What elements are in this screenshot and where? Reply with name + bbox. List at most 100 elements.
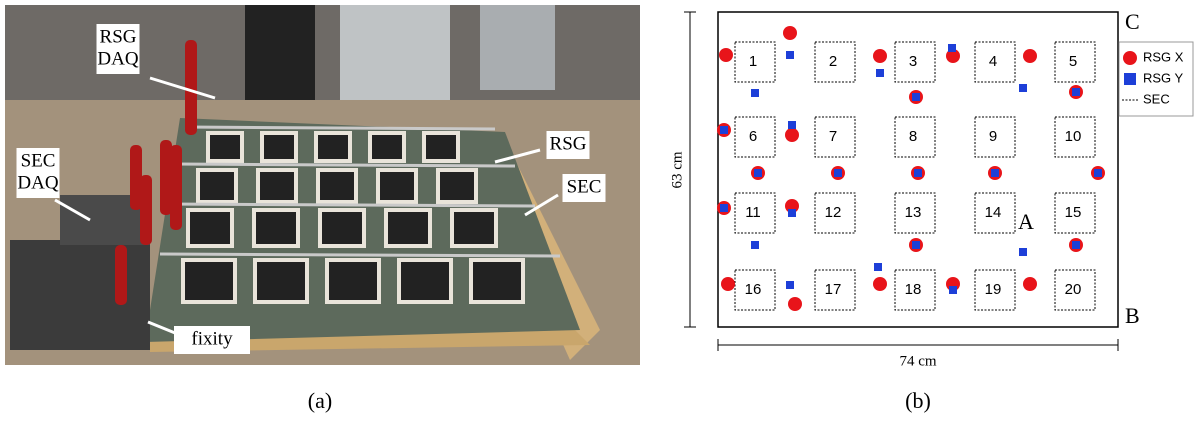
sensor-square bbox=[426, 135, 456, 159]
sensor-square bbox=[440, 172, 474, 200]
sensor-square bbox=[388, 212, 428, 244]
sensor-square bbox=[185, 262, 233, 300]
sensor-number: 20 bbox=[1065, 281, 1082, 298]
legend-label: RSG Y bbox=[1143, 70, 1184, 85]
rsg-y bbox=[1019, 248, 1027, 256]
rsg-x bbox=[783, 26, 797, 40]
sensor-square bbox=[380, 172, 414, 200]
legend-label: RSG X bbox=[1143, 49, 1184, 64]
rsg-y bbox=[720, 204, 728, 212]
caption: (a) bbox=[308, 388, 332, 413]
rsg-x bbox=[785, 128, 799, 142]
sensor-square bbox=[372, 135, 402, 159]
corner-label: A bbox=[1018, 209, 1034, 234]
sensor-number: 13 bbox=[905, 204, 922, 221]
rsg-x bbox=[1023, 49, 1037, 63]
rsg-y bbox=[788, 121, 796, 129]
rsg-y bbox=[720, 126, 728, 134]
rsg-y bbox=[786, 51, 794, 59]
sensor-number: 19 bbox=[985, 281, 1002, 298]
sensor-square bbox=[320, 172, 354, 200]
rsg-y bbox=[1072, 241, 1080, 249]
rsg-y bbox=[754, 169, 762, 177]
legend-symbol bbox=[1123, 51, 1137, 65]
rsg-x bbox=[721, 277, 735, 291]
rsg-y bbox=[1072, 88, 1080, 96]
rsg-y bbox=[751, 241, 759, 249]
sensor-square bbox=[260, 172, 294, 200]
rsg-y bbox=[912, 93, 920, 101]
sensor-square bbox=[401, 262, 449, 300]
cable bbox=[165, 204, 535, 206]
monitor bbox=[340, 5, 450, 100]
corner-label: C bbox=[1125, 9, 1140, 34]
rsg-y bbox=[948, 44, 956, 52]
photo-label: fixity bbox=[191, 328, 233, 349]
rsg-y bbox=[914, 169, 922, 177]
rsg-y bbox=[751, 89, 759, 97]
photo-label: SEC bbox=[567, 176, 602, 197]
sensor-number: 16 bbox=[745, 281, 762, 298]
sensor-square bbox=[454, 212, 494, 244]
rsg-x bbox=[788, 297, 802, 311]
clamp bbox=[130, 145, 142, 210]
sensor-number: 4 bbox=[989, 53, 997, 70]
legend: RSG X RSG Y SEC bbox=[1119, 42, 1193, 116]
cable bbox=[175, 164, 515, 166]
photo-label: DAQ bbox=[17, 172, 58, 193]
photo-label: RSG bbox=[100, 26, 137, 47]
sensor-number: 8 bbox=[909, 128, 917, 145]
rsg-y bbox=[1094, 169, 1102, 177]
sensor-square bbox=[264, 135, 294, 159]
monitor bbox=[480, 5, 555, 90]
sensor-number: 10 bbox=[1065, 128, 1082, 145]
sensor-square bbox=[256, 212, 296, 244]
sensor-square bbox=[190, 212, 230, 244]
sensor-square bbox=[329, 262, 377, 300]
sensor-number: 9 bbox=[989, 128, 997, 145]
rsg-y bbox=[788, 209, 796, 217]
rsg-y bbox=[834, 169, 842, 177]
sensor-number: 15 bbox=[1065, 204, 1082, 221]
sensor-square bbox=[200, 172, 234, 200]
rsg-x bbox=[873, 277, 887, 291]
sensor-square bbox=[318, 135, 348, 159]
rsg-x bbox=[719, 48, 733, 62]
height-label: 63 cm bbox=[669, 151, 685, 188]
clamp-base bbox=[10, 240, 150, 350]
cable bbox=[185, 127, 495, 129]
photo-label: DAQ bbox=[97, 48, 138, 69]
rsg-y bbox=[912, 241, 920, 249]
sensor-square bbox=[322, 212, 362, 244]
sensor-number: 2 bbox=[829, 53, 837, 70]
width-label: 74 cm bbox=[899, 353, 936, 369]
clamp bbox=[185, 40, 197, 135]
clamp bbox=[160, 140, 172, 215]
sensor-number: 5 bbox=[1069, 53, 1077, 70]
legend-label: SEC bbox=[1143, 91, 1170, 106]
sensor-square bbox=[257, 262, 305, 300]
clamp bbox=[115, 245, 127, 305]
sensor-number: 11 bbox=[745, 204, 761, 221]
computer bbox=[245, 5, 315, 100]
sensor-square bbox=[473, 262, 521, 300]
sensor-number: 3 bbox=[909, 53, 917, 70]
photo-label: RSG bbox=[550, 133, 587, 154]
rsg-y bbox=[876, 69, 884, 77]
sensor-number: 1 bbox=[749, 53, 757, 70]
sensor-number: 7 bbox=[829, 128, 837, 145]
caption: (b) bbox=[905, 388, 931, 413]
sensor-number: 14 bbox=[985, 204, 1002, 221]
cable bbox=[160, 254, 560, 256]
rsg-y bbox=[1019, 84, 1027, 92]
figure: RSGDAQSECDAQRSGSECfixity (a) 63 cm 74 cm… bbox=[0, 0, 1197, 421]
rsg-y bbox=[949, 286, 957, 294]
sensor-number: 17 bbox=[825, 281, 842, 298]
rsg-x bbox=[1023, 277, 1037, 291]
rsg-y bbox=[991, 169, 999, 177]
rsg-y bbox=[874, 263, 882, 271]
rsg-y bbox=[786, 281, 794, 289]
sensor-number: 12 bbox=[825, 204, 842, 221]
sensor-number: 18 bbox=[905, 281, 922, 298]
corner-label: B bbox=[1125, 303, 1140, 328]
